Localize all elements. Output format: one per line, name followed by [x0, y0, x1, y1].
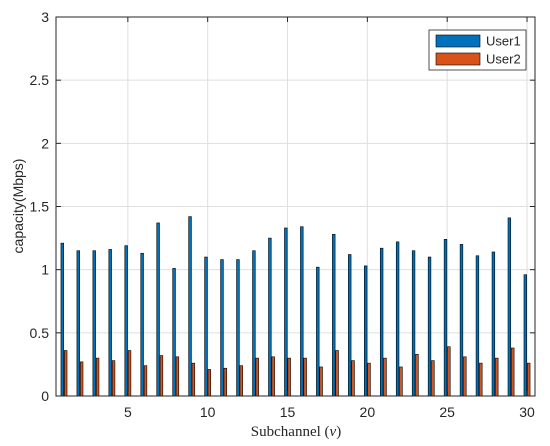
y-axis-label: capacity(Mbps): [10, 159, 26, 254]
bar-user1-29: [507, 217, 512, 397]
bar-user1-13: [252, 250, 256, 397]
bar-user2-13: [255, 357, 259, 397]
y-tick-label: 0: [41, 388, 49, 404]
y-tick-label: 2.5: [30, 72, 50, 88]
bar-user1-5: [124, 245, 128, 397]
bar-user1-7: [156, 222, 160, 397]
y-tick-label: 1.5: [30, 199, 50, 215]
bar-user2-22: [399, 366, 403, 397]
bar-user1-12: [236, 259, 240, 397]
x-tick-label: 30: [519, 404, 535, 420]
bar-user2-18: [335, 350, 339, 397]
bar-user1-28: [491, 251, 496, 397]
axis-ticks: [56, 16, 535, 397]
bar-user2-11: [223, 367, 227, 397]
bar-user2-17: [319, 366, 323, 397]
bar-user2-15: [287, 357, 291, 397]
bar-user1-23: [411, 250, 416, 397]
bar-user2-23: [415, 354, 419, 397]
bar-user1-22: [395, 241, 400, 397]
y-tick-label: 2: [41, 135, 49, 151]
bar-user1-9: [188, 216, 192, 397]
bar-user2-2: [79, 361, 84, 397]
bar-user2-12: [239, 365, 243, 397]
bar-user1-11: [220, 259, 224, 397]
bar-user2-3: [95, 357, 100, 397]
bar-user2-25: [447, 346, 451, 397]
bar-user1-10: [204, 256, 208, 397]
bar-user1-6: [140, 252, 144, 397]
legend-label-user2: User2: [486, 52, 521, 67]
bar-user1-16: [300, 226, 304, 397]
x-tick-labels: 5 10 15 20 25 30: [124, 404, 535, 420]
x-axis-label-text: Subchannel (: [251, 424, 330, 440]
legend-label-user1: User1: [486, 34, 521, 49]
bar-user1-18: [332, 233, 336, 397]
x-axis-label-close: ): [336, 424, 341, 440]
bar-user1-25: [443, 239, 448, 397]
bar-user2-14: [271, 356, 275, 397]
bar-user1-8: [172, 268, 176, 397]
bar-user2-24: [431, 360, 435, 397]
bar-user2-10: [207, 369, 212, 397]
bar-user2-21: [383, 357, 387, 397]
bar-user2-30: [527, 362, 531, 397]
x-tick-label: 15: [280, 404, 296, 420]
legend: User1 User2: [428, 29, 527, 71]
bar-user2-5: [127, 350, 132, 397]
bar-user1-3: [92, 250, 96, 397]
bar-user1-30: [523, 274, 527, 397]
x-axis-label-variable: v: [330, 424, 337, 440]
x-tick-label: 25: [439, 404, 455, 420]
legend-swatch-user1: [435, 34, 481, 48]
bar-user2-29: [511, 347, 515, 397]
grid-lines: [56, 17, 535, 396]
x-tick-label: 5: [124, 404, 132, 420]
x-tick-label: 20: [360, 404, 376, 420]
bar-user2-27: [479, 362, 483, 397]
bar-user1-14: [268, 237, 272, 397]
bar-user1-26: [459, 244, 464, 397]
y-tick-labels: 0 0.5 1 1.5 2 2.5 3: [30, 9, 50, 404]
bar-user2-6: [143, 365, 148, 397]
bar-user2-8: [175, 356, 180, 397]
bar-user2-16: [303, 357, 307, 397]
bar-user1-4: [108, 249, 112, 397]
bar-user2-28: [495, 357, 499, 397]
bar-user1-15: [284, 227, 288, 397]
bar-user1-2: [76, 250, 80, 397]
y-tick-label: 3: [41, 9, 49, 25]
bar-user2-9: [191, 362, 196, 397]
bar-user2-7: [159, 355, 164, 397]
bar-user1-24: [427, 256, 432, 397]
bar-user1-17: [316, 266, 320, 397]
legend-swatch-user2: [435, 52, 481, 66]
x-tick-label: 10: [200, 404, 216, 420]
x-axis-label: Subchannel (v): [251, 424, 341, 440]
bar-user1-27: [475, 255, 480, 397]
y-tick-label: 0.5: [30, 325, 50, 341]
bar-user1-20: [364, 265, 368, 397]
bar-user1-19: [348, 254, 352, 397]
bar-user2-4: [111, 360, 116, 397]
bar-user2-1: [64, 350, 68, 397]
y-tick-label: 1: [41, 262, 49, 278]
bar-user1-1: [60, 242, 64, 397]
bar-user2-19: [351, 360, 355, 397]
bar-user1-21: [379, 247, 384, 397]
bar-user2-26: [463, 356, 467, 397]
bar-user2-20: [367, 362, 371, 397]
